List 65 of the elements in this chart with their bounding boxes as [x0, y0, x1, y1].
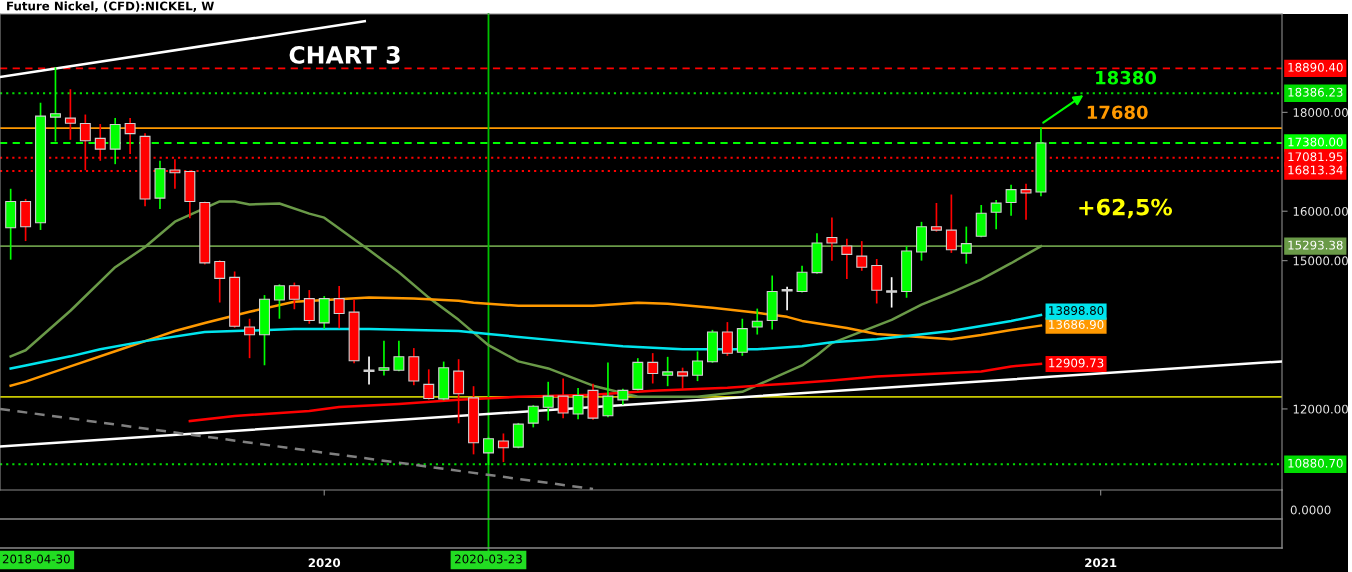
candlestick — [483, 436, 494, 466]
candlestick — [721, 322, 733, 356]
annotation: +62,5% — [1079, 198, 1173, 219]
candlestick — [303, 290, 315, 324]
candlestick — [677, 367, 689, 389]
annotation: 17680 — [1087, 105, 1148, 120]
x-tick-label: 2020 — [308, 558, 341, 568]
candlestick — [751, 308, 763, 335]
candlestick — [692, 351, 704, 382]
data-label: 13686.90 — [1049, 320, 1104, 329]
candlestick — [647, 353, 659, 384]
y-tick-label: 15000.00 — [1293, 256, 1348, 266]
ref-line-label: 18890.40 — [1288, 62, 1343, 72]
candlestick — [512, 422, 524, 449]
candlestick — [975, 204, 987, 238]
x-tick-label: 2021 — [1085, 558, 1117, 568]
candlestick — [363, 356, 375, 385]
y-tick-label: 16000.00 — [1293, 206, 1348, 216]
y-tick-label: 12000.00 — [1293, 404, 1348, 414]
candlestick — [945, 194, 957, 253]
text: 2018-04-30 — [2, 554, 70, 564]
candlestick — [1020, 183, 1032, 220]
candlestick — [572, 387, 584, 420]
candlestick — [886, 277, 898, 308]
candlestick — [273, 284, 285, 319]
candlestick — [781, 286, 793, 311]
candlestick — [244, 318, 256, 359]
candlestick — [557, 378, 569, 419]
candlestick — [527, 405, 539, 428]
candlestick — [990, 199, 1002, 230]
candlestick — [856, 241, 868, 271]
y-tick-label: 18000.00 — [1293, 108, 1348, 118]
candlestick — [662, 356, 674, 387]
candlestick — [393, 340, 405, 372]
ref-line-label: 18386.23 — [1288, 87, 1343, 97]
candlestick — [333, 286, 345, 329]
text: CHART 3 — [289, 45, 400, 64]
data-label: 13898.80 — [1049, 306, 1104, 315]
candlestick — [736, 318, 748, 356]
candlestick — [930, 202, 942, 232]
candlestick — [124, 117, 136, 155]
ref-line-label: 15293.38 — [1288, 240, 1343, 250]
data-label: 12909.73 — [1049, 358, 1104, 368]
candlestick — [64, 89, 76, 140]
ref-line-label: 16813.34 — [1288, 165, 1343, 175]
candlestick — [542, 381, 554, 421]
candlestick — [214, 260, 226, 303]
annotation: 18380 — [1096, 70, 1157, 85]
ref-line-label: 17380.00 — [1288, 137, 1343, 147]
candlestick — [378, 340, 390, 376]
ref-line-label: 10880.70 — [1288, 458, 1343, 468]
candlestick — [497, 433, 509, 463]
candlestick — [960, 226, 972, 264]
candlestick — [423, 369, 435, 400]
candlestick — [841, 238, 853, 279]
candlestick — [1005, 184, 1017, 216]
chart-title: Future Nickel, (CFD):NICKEL, W — [7, 1, 214, 12]
candlestick — [288, 282, 300, 310]
ref-line-label: 2020-03-23 — [455, 554, 522, 564]
ref-line-label: 17081.95 — [1288, 152, 1343, 162]
candlestick — [602, 362, 614, 418]
line-series — [9, 313, 1043, 370]
candlestick — [796, 265, 808, 293]
text: 0.0000 — [1290, 505, 1331, 515]
candlestick — [826, 217, 838, 261]
